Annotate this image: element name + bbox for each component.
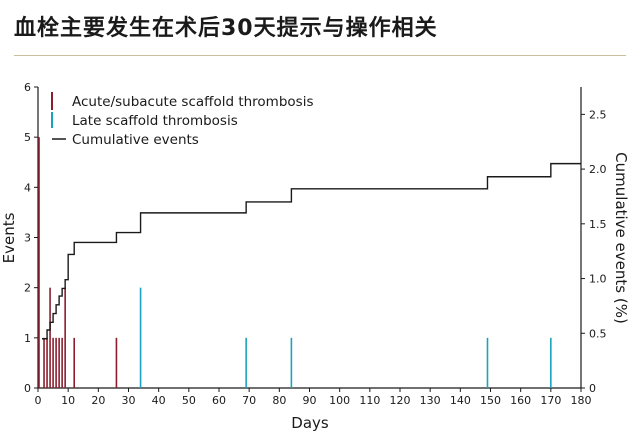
cumulative-events-line bbox=[42, 162, 581, 340]
title-divider bbox=[14, 55, 626, 56]
x-tick-label: 20 bbox=[91, 394, 105, 407]
x-tick-label: 40 bbox=[152, 394, 166, 407]
y-tick-label: 3 bbox=[24, 232, 31, 245]
x-tick-label: 120 bbox=[390, 394, 411, 407]
x-tick-label: 10 bbox=[61, 394, 75, 407]
x-tick-label: 100 bbox=[329, 394, 350, 407]
chart-lines bbox=[42, 162, 581, 340]
x-tick-label: 50 bbox=[182, 394, 196, 407]
chart-legend: Acute/subacute scaffold thrombosis Late … bbox=[51, 92, 313, 148]
y2-tick-label: 1.0 bbox=[589, 273, 607, 286]
y-tick-label: 1 bbox=[24, 332, 31, 345]
x-tick-label: 90 bbox=[303, 394, 317, 407]
y2-tick-label: 2.5 bbox=[589, 108, 607, 121]
legend-label-late: Late scaffold thrombosis bbox=[72, 113, 238, 129]
x-tick-label: 60 bbox=[212, 394, 226, 407]
x-tick-label: 130 bbox=[420, 394, 441, 407]
chart-bars bbox=[38, 137, 552, 388]
y2-tick-label: 0 bbox=[589, 382, 596, 395]
y2-tick-label: 2.0 bbox=[589, 163, 607, 176]
x-tick-label: 150 bbox=[480, 394, 501, 407]
y-axis-title: Events bbox=[0, 212, 18, 263]
y2-axis-title: Cumulative events (%) bbox=[612, 152, 630, 324]
x-tick-label: 170 bbox=[540, 394, 561, 407]
y-tick-label: 0 bbox=[24, 382, 31, 395]
y-tick-label: 6 bbox=[24, 81, 31, 94]
legend-label-acute: Acute/subacute scaffold thrombosis bbox=[72, 94, 313, 110]
x-tick-label: 160 bbox=[510, 394, 531, 407]
y2-tick-label: 0.5 bbox=[589, 327, 607, 340]
y-tick-label: 4 bbox=[24, 181, 31, 194]
y-tick-label: 2 bbox=[24, 282, 31, 295]
x-tick-label: 80 bbox=[272, 394, 286, 407]
y2-tick-label: 1.5 bbox=[589, 218, 607, 231]
x-tick-label: 140 bbox=[450, 394, 471, 407]
x-tick-label: 180 bbox=[571, 394, 592, 407]
page-title: 血栓主要发生在术后30天提示与操作相关 bbox=[14, 16, 438, 41]
x-tick-label: 110 bbox=[359, 394, 380, 407]
x-tick-label: 30 bbox=[122, 394, 136, 407]
x-tick-label: 0 bbox=[35, 394, 42, 407]
legend-label-cumulative: Cumulative events bbox=[72, 132, 199, 148]
y-tick-label: 5 bbox=[24, 131, 31, 144]
x-tick-label: 70 bbox=[242, 394, 256, 407]
x-axis-title: Days bbox=[291, 414, 329, 432]
chart-ticks: 0 10 20 30 40 50 60 70 80 90 100 110 120 130 140 150 160… bbox=[24, 81, 607, 407]
